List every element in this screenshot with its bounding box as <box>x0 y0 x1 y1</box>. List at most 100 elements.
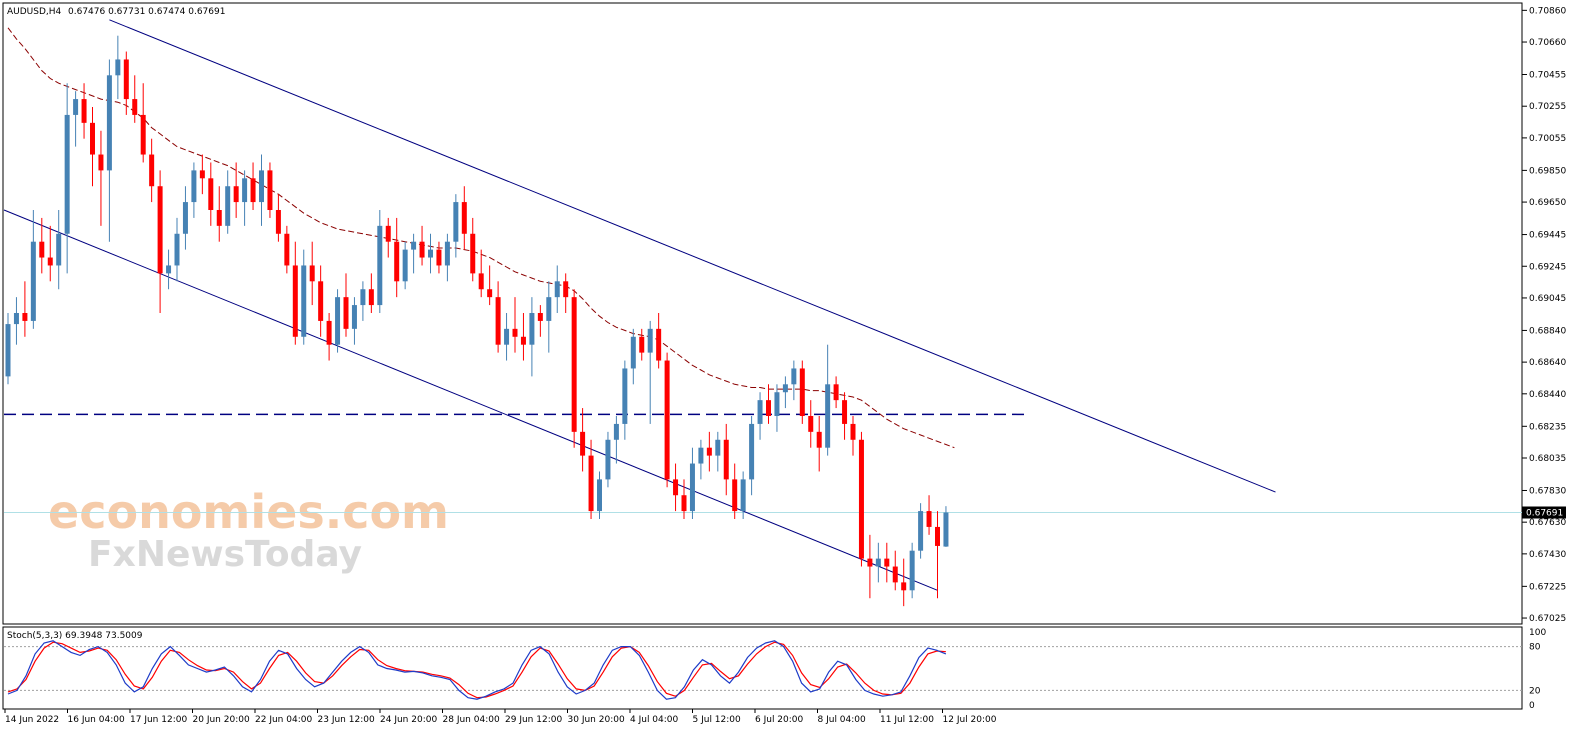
time-tick-label: 30 Jun 20:00 <box>568 715 625 725</box>
candle <box>301 249 307 345</box>
candle-body <box>132 99 138 115</box>
candle <box>174 217 180 282</box>
candle <box>935 511 940 599</box>
candle-body <box>81 99 87 123</box>
candle-body <box>630 336 636 369</box>
candle <box>39 217 45 274</box>
candle <box>639 328 645 361</box>
candle <box>875 542 881 583</box>
candle-body <box>597 479 602 512</box>
candle <box>698 439 704 480</box>
price-tick-label: 0.68035 <box>1529 454 1566 464</box>
candle-body <box>309 265 315 282</box>
candle-body <box>385 225 391 242</box>
candle <box>335 289 341 353</box>
candle <box>774 384 780 432</box>
stoch-level-label: 0 <box>1529 701 1535 711</box>
candle-body <box>242 178 248 203</box>
candle <box>529 297 535 377</box>
candle-body <box>267 170 273 210</box>
price-tick-label: 0.69245 <box>1529 262 1566 272</box>
candle <box>385 217 391 258</box>
candle-body <box>444 241 450 266</box>
candle <box>267 162 273 218</box>
candle-body <box>351 305 357 329</box>
candle-body <box>368 289 374 306</box>
price-tick-label: 0.67830 <box>1529 486 1566 496</box>
candle-body <box>64 114 70 234</box>
time-tick-label: 6 Jul 20:00 <box>755 715 804 725</box>
candle-body <box>656 328 662 361</box>
candle-body <box>436 249 442 266</box>
candle <box>681 479 687 519</box>
candle-body <box>284 233 290 266</box>
candle-body <box>808 416 814 432</box>
candle-body <box>216 210 222 226</box>
candle-body <box>698 447 704 464</box>
candle-body <box>343 297 349 329</box>
candle-body <box>909 550 915 591</box>
candle <box>554 265 560 313</box>
candle <box>309 241 315 306</box>
candle-body <box>30 241 36 321</box>
candle <box>326 313 332 361</box>
candle-body <box>47 257 53 266</box>
candle <box>825 344 831 456</box>
price-tick-label: 0.69650 <box>1529 198 1566 208</box>
candle-body <box>554 281 560 298</box>
candle <box>892 550 898 591</box>
candle-body <box>428 249 433 258</box>
candle-body <box>259 170 264 203</box>
candle-body <box>605 439 611 480</box>
candle-body <box>791 368 797 385</box>
candle-body <box>275 210 281 234</box>
price-tick-label: 0.67430 <box>1529 550 1566 560</box>
stoch-level-label: 80 <box>1529 643 1541 653</box>
time-tick-label: 5 Jul 12:00 <box>693 715 742 725</box>
candle-body <box>470 233 476 274</box>
candle-body <box>935 526 940 546</box>
candle-body <box>13 313 19 325</box>
candle-body <box>174 233 180 266</box>
candle <box>630 328 636 385</box>
candle-body <box>123 59 129 100</box>
candle-body <box>394 241 400 282</box>
candle <box>123 51 129 115</box>
price-tick-label: 0.68235 <box>1529 422 1566 432</box>
candle-body <box>318 281 324 321</box>
candle <box>749 416 755 496</box>
current-price-label: 0.67691 <box>1526 509 1563 519</box>
candle <box>664 352 670 488</box>
candle <box>275 194 281 242</box>
stoch-layer <box>4 640 1522 700</box>
candle <box>394 217 400 298</box>
candle <box>90 107 95 187</box>
candle-body <box>571 297 577 432</box>
candle <box>588 439 594 519</box>
candle <box>597 471 602 519</box>
candle-body <box>647 328 653 353</box>
candle <box>166 249 172 290</box>
stoch-main-line <box>7 640 947 700</box>
candle <box>571 289 577 448</box>
candle-body <box>774 392 780 416</box>
candle-body <box>5 324 11 377</box>
candle <box>478 249 484 298</box>
stoch-level-label: 20 <box>1529 686 1541 696</box>
stoch-signal-line <box>7 641 946 699</box>
watermark-line1: economies.com <box>48 485 449 539</box>
candle-body <box>199 170 205 179</box>
candle-body <box>402 249 408 282</box>
price-tick-label: 0.70055 <box>1529 134 1566 144</box>
candle <box>943 506 949 547</box>
candle-body <box>166 265 172 274</box>
candle-body <box>715 439 721 456</box>
candle-body <box>191 170 197 203</box>
candle <box>909 542 915 599</box>
stoch-level-label: 100 <box>1529 628 1546 638</box>
candle <box>233 162 239 218</box>
candle <box>605 431 611 488</box>
candle <box>106 59 112 242</box>
candle <box>411 233 417 274</box>
candle <box>47 225 53 282</box>
